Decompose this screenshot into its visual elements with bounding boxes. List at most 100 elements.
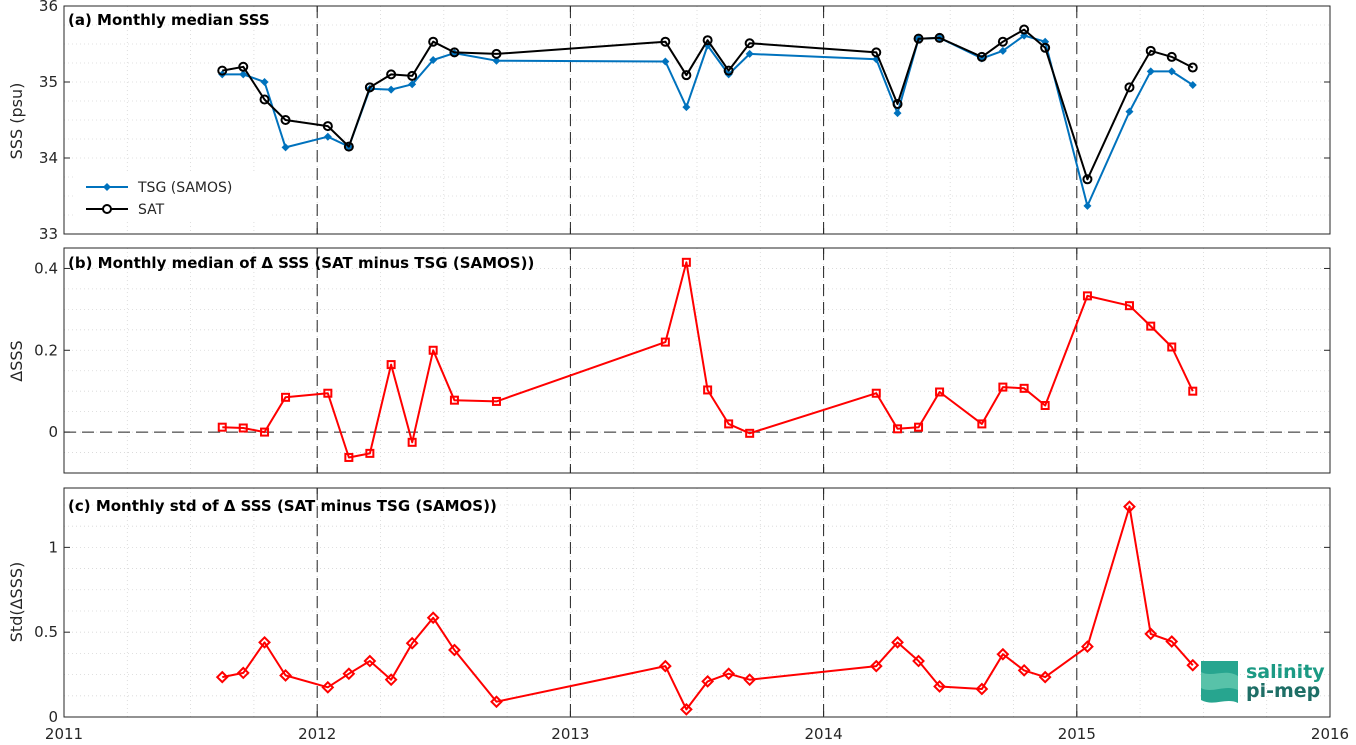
- data-point: [492, 56, 501, 65]
- legend-sat-marker: [102, 204, 112, 214]
- y-tick-label: 34: [39, 149, 58, 167]
- panel-a-plot: 33 34 35 36: [39, 0, 1331, 243]
- data-point: [448, 643, 461, 657]
- data-point: [386, 69, 397, 80]
- x-tick-label: 2015: [1058, 725, 1096, 743]
- data-point: [975, 682, 989, 696]
- data-point: [279, 669, 292, 682]
- data-point: [998, 382, 1008, 392]
- data-point: [1123, 500, 1136, 514]
- axes-box: [63, 5, 1331, 235]
- data-point: [997, 36, 1008, 47]
- data-point: [426, 611, 440, 625]
- data-point: [408, 80, 417, 89]
- x-tick-label: 2016: [1311, 725, 1349, 743]
- data-point: [344, 452, 354, 462]
- y-tick-label: 0.5: [34, 623, 58, 641]
- data-point: [387, 85, 396, 94]
- data-point: [724, 419, 734, 429]
- data-point: [681, 70, 692, 81]
- data-point: [217, 65, 228, 76]
- data-point: [281, 392, 291, 402]
- data-point: [490, 695, 503, 709]
- data-point: [996, 647, 1010, 661]
- data-point: [744, 38, 755, 49]
- series-line-series-0: [222, 261, 1194, 459]
- data-point: [1144, 627, 1158, 641]
- x-tick-label: 2011: [45, 725, 83, 743]
- data-point: [491, 48, 502, 59]
- data-point: [1019, 383, 1029, 393]
- data-point: [723, 65, 734, 76]
- data-point: [1082, 174, 1093, 185]
- data-point: [429, 55, 438, 64]
- panel-c-monthly-std-delta-sss: 0 0.5 1 2011 2012 2013 2014 2015 2016 (c) Monthl…: [7, 487, 1349, 743]
- data-point: [239, 70, 248, 79]
- data-point: [1146, 321, 1156, 331]
- data-point: [1125, 107, 1134, 116]
- axes-box: [63, 487, 1331, 718]
- panel-c-plot: 0 0.5 1 2011 2012 2013 2014 2015 2016: [34, 487, 1349, 743]
- panel-a-title: (a) Monthly median SSS: [68, 11, 270, 29]
- data-point: [658, 659, 672, 673]
- panel-b-ylabel: ΔSSS: [7, 340, 26, 381]
- data-point: [1038, 670, 1052, 684]
- x-tick-label: 2012: [298, 725, 336, 743]
- data-point: [1187, 62, 1198, 73]
- data-point: [449, 395, 459, 405]
- data-point: [321, 680, 335, 694]
- data-point: [977, 419, 987, 429]
- data-point: [1082, 291, 1092, 301]
- data-point: [386, 360, 396, 370]
- data-point: [1188, 81, 1197, 90]
- data-point: [217, 422, 227, 432]
- data-point: [238, 423, 248, 433]
- data-point: [913, 33, 924, 44]
- data-point: [323, 388, 333, 398]
- series-line-tsg-samos: [222, 34, 1194, 207]
- panel-b-monthly-median-delta-sss: 0 0.2 0.4 (b) Monthly median of Δ SSS (SAT…: [7, 247, 1331, 474]
- data-point: [703, 385, 713, 395]
- data-point: [743, 673, 757, 687]
- salinity-pi-mep-logo: salinity pi-mep: [1201, 661, 1325, 703]
- data-point: [893, 424, 903, 434]
- data-point: [976, 51, 987, 62]
- data-point: [661, 57, 670, 66]
- data-point: [491, 396, 501, 406]
- data-point: [660, 36, 671, 47]
- data-point: [745, 428, 755, 438]
- data-point: [1165, 635, 1179, 648]
- data-point: [238, 61, 249, 72]
- logo-wave-icon-light: [1201, 672, 1238, 690]
- axes-box: [63, 247, 1331, 474]
- data-point: [323, 132, 332, 141]
- panel-c-ylabel: Std(ΔSSS): [7, 562, 26, 642]
- logo-line2: pi-mep: [1246, 680, 1320, 702]
- data-point: [1017, 663, 1031, 677]
- data-point: [342, 667, 356, 681]
- data-point: [405, 636, 419, 650]
- legend: TSG (SAMOS) SAT: [74, 172, 270, 222]
- data-point: [260, 427, 270, 437]
- data-point: [449, 47, 460, 58]
- x-tick-label: 2014: [805, 725, 843, 743]
- data-point: [260, 78, 269, 86]
- data-point: [1167, 67, 1176, 76]
- data-point: [407, 70, 418, 81]
- data-point: [660, 337, 670, 347]
- panel-c-title: (c) Monthly std of Δ SSS (SAT minus TSG …: [68, 497, 497, 515]
- panel-a-monthly-median-sss: 33 34 35 36 (a) Monthly median SSS SSS (psu…: [7, 0, 1331, 243]
- data-point: [384, 673, 398, 687]
- data-point: [935, 387, 945, 397]
- data-point: [912, 654, 925, 668]
- y-tick-label: 33: [39, 225, 58, 243]
- y-tick-label: 0.4: [34, 259, 58, 277]
- data-point: [1167, 342, 1177, 352]
- data-point: [679, 702, 693, 716]
- panel-b-plot: 0 0.2 0.4: [34, 247, 1331, 474]
- legend-sat-label: SAT: [138, 202, 165, 218]
- data-point: [871, 388, 881, 398]
- data-point: [363, 654, 377, 668]
- data-point: [891, 635, 904, 649]
- panel-b-title: (b) Monthly median of Δ SSS (SAT minus T…: [68, 254, 534, 272]
